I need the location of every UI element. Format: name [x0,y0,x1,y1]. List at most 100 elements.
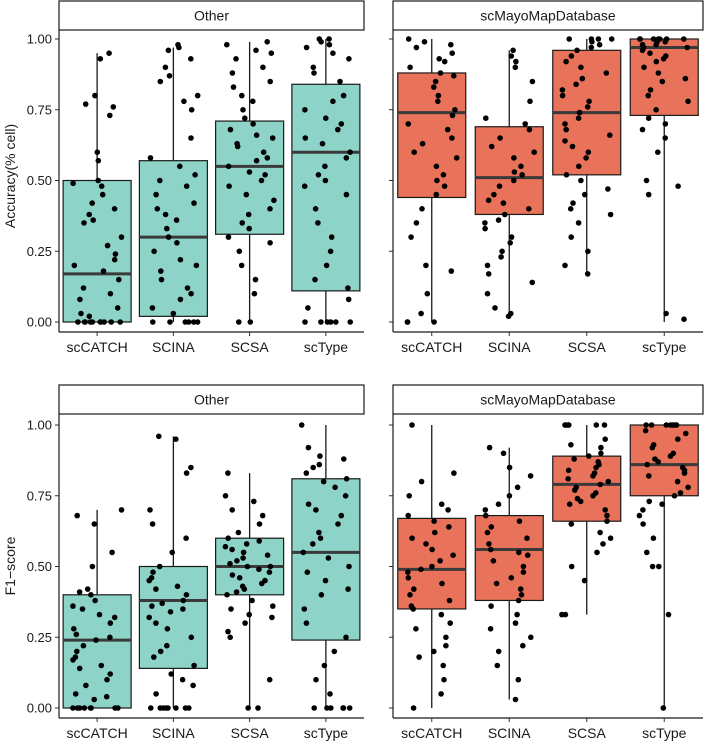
data-point [107,290,114,297]
chart-2: F1−score 0.00 0.25 0.50 0.75 1.00 Other scCATCH… [2,384,704,741]
data-point [316,461,323,468]
data-point [153,620,159,626]
x-tick-label: SCSA [231,725,270,741]
data-point [90,217,96,223]
data-point [565,422,571,428]
data-point [511,155,517,161]
box-sccatch: scCATCH [62,50,132,355]
data-point [644,461,650,468]
data-point [255,705,261,711]
data-point [173,705,179,711]
data-point [593,422,600,428]
data-point [192,172,198,178]
data-point [562,121,568,127]
data-point [310,64,317,71]
data-point [270,603,276,609]
data-point [304,569,311,575]
data-point [597,529,603,536]
data-point [239,220,245,226]
data-point [568,442,574,448]
data-point [496,183,503,189]
data-point [662,121,669,127]
data-point [107,671,113,677]
box-scsa: SCSA [215,39,285,355]
data-point [153,586,159,592]
data-point [663,310,669,317]
data-point [316,529,322,536]
box [397,72,467,199]
data-point [512,64,519,71]
data-point [563,172,570,178]
data-point [70,657,76,663]
data-point [448,41,454,48]
data-point [247,319,254,325]
data-point [147,507,153,513]
data-point [491,191,497,198]
data-point [529,279,536,286]
box [552,455,622,522]
data-point [493,580,500,587]
data-point [229,507,235,513]
data-point [224,592,230,598]
data-point [174,583,181,590]
data-point [322,177,329,184]
data-point [330,98,336,105]
data-point [517,586,524,592]
data-point [581,577,588,584]
data-point [644,549,650,556]
data-point [441,183,448,189]
data-point [180,606,186,612]
data-point [84,586,91,592]
data-point [174,240,180,246]
data-point [244,563,251,570]
data-point [343,634,349,641]
data-point [341,456,347,462]
data-point [313,507,319,513]
data-point [340,705,347,711]
data-point [484,290,491,297]
box-scsa: SCSA [552,422,622,741]
data-point [405,36,412,42]
data-point [177,256,184,263]
data-point [311,70,317,76]
data-point [684,44,691,51]
data-point [269,135,276,141]
data-point [568,563,575,570]
data-point [225,163,232,170]
x-tick-label: SCSA [568,725,607,741]
data-point [96,611,103,618]
data-point [639,47,646,54]
data-point [343,476,350,482]
data-point [325,555,332,561]
panel-title: scMayoMapDatabase [480,8,616,24]
data-point [410,705,417,711]
panel-strip [58,0,365,31]
data-point [443,634,449,641]
data-point [590,473,596,479]
y-tick-label: 1.00 [27,32,52,47]
data-point [418,566,424,573]
data-point [433,191,440,198]
data-point [177,163,183,170]
data-point [583,155,589,161]
data-point [640,521,646,527]
box [397,517,467,610]
data-point [404,319,411,325]
data-point [566,36,572,42]
panel-scmayomap: scMayoMapDatabase scCATCH SCINA SCSA scType [392,384,704,741]
data-point [484,262,491,269]
data-point [167,609,174,615]
data-point [518,592,525,598]
data-point [482,220,488,226]
data-point [107,112,113,119]
data-point [343,191,350,198]
data-point [302,107,308,113]
data-point [575,220,582,226]
y-tick-label: 0.25 [27,244,52,259]
data-point [575,115,582,121]
data-point [111,206,118,212]
data-point [164,225,170,232]
data-point [423,262,429,269]
data-point [439,580,445,587]
data-point [101,319,107,325]
